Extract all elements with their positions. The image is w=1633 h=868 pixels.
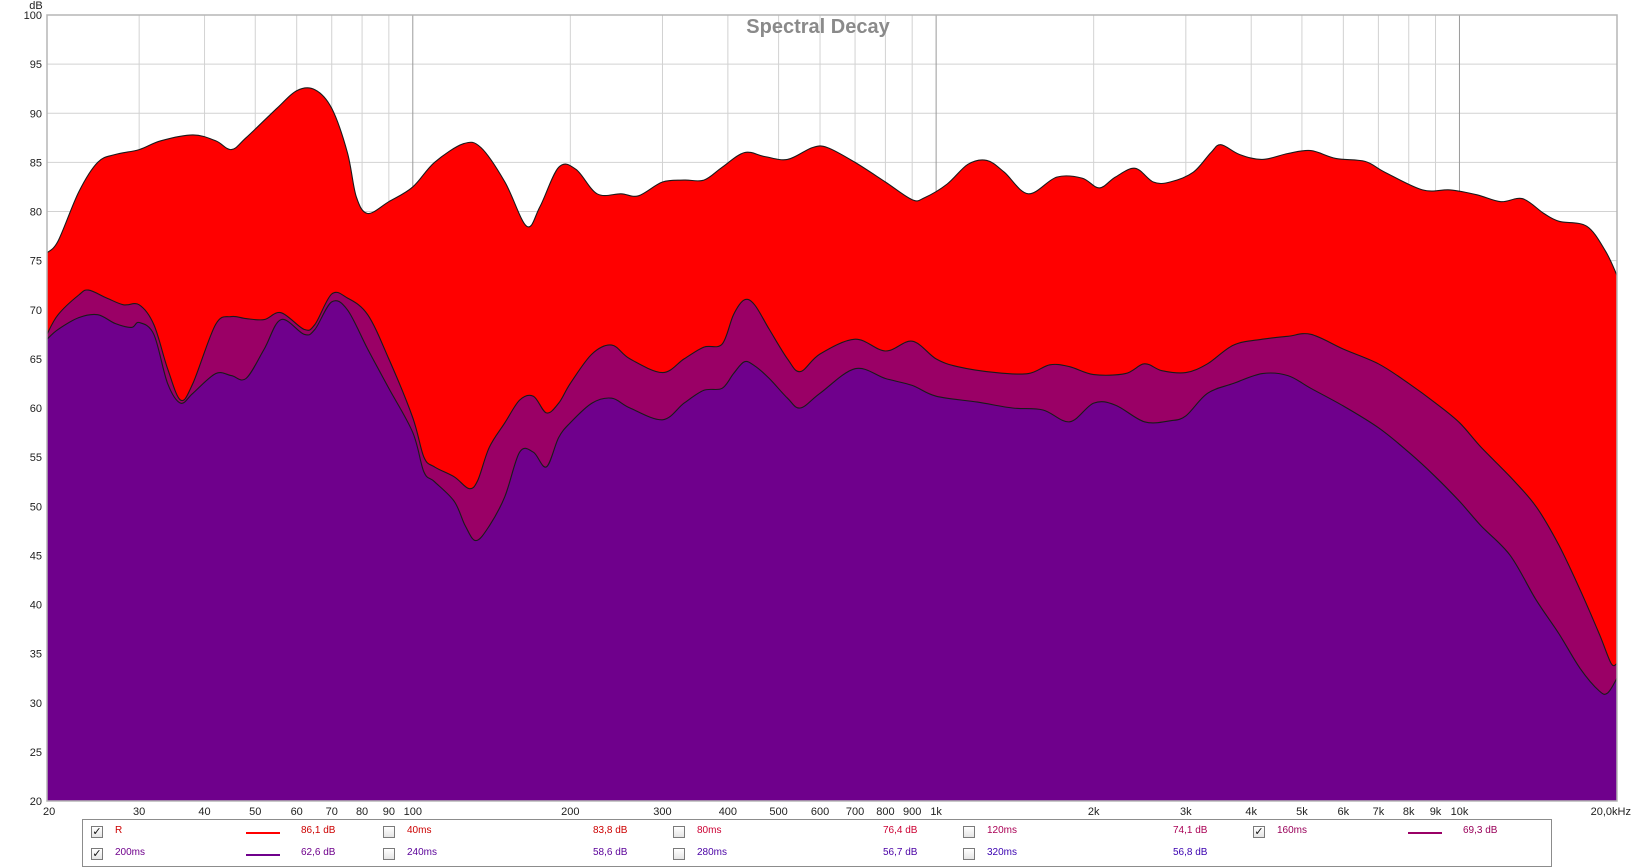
y-tick-label: 85: [30, 157, 42, 169]
legend-item-240ms: 240ms 58,6 dB: [383, 846, 663, 864]
x-tick-label: 9k: [1430, 806, 1442, 818]
x-tick-label: 600: [811, 806, 829, 818]
series-areas: [46, 87, 1618, 801]
y-tick-label: 45: [30, 550, 42, 562]
legend-checkbox[interactable]: ✓: [91, 847, 103, 860]
x-tick-label: 30: [133, 806, 145, 818]
x-tick-label: 60: [291, 806, 303, 818]
x-tick-label: 7k: [1373, 806, 1385, 818]
x-tick-label: 900: [903, 806, 921, 818]
legend-value: 69,3 dB: [1463, 825, 1498, 836]
legend-checkbox[interactable]: [383, 848, 395, 860]
legend-series-name: 280ms: [697, 847, 728, 858]
legend-value: 76,4 dB: [883, 825, 918, 836]
y-tick-label: 25: [30, 747, 42, 759]
legend-checkbox[interactable]: [963, 826, 975, 838]
legend-series-name: 80ms: [697, 825, 722, 836]
spectral-decay-chart: 20 25 30 35 40 45 50 55 60 65 70 75 80 85 90 95 100 20 30 4…: [24, 0, 1631, 818]
legend-value: 62,6 dB: [301, 847, 336, 858]
x-tick-label: 800: [876, 806, 894, 818]
x-tick-label: 70: [326, 806, 338, 818]
x-tick-label: 5k: [1296, 806, 1308, 818]
y-tick-label: 65: [30, 354, 42, 366]
y-tick-label: 60: [30, 403, 42, 415]
legend-series-name: 120ms: [987, 825, 1018, 836]
legend-value: 56,8 dB: [1173, 847, 1208, 858]
legend-item-r: ✓ R 86,1 dB: [91, 824, 371, 842]
legend-item-40ms: 40ms 83,8 dB: [383, 824, 663, 842]
x-tick-label: 20: [43, 806, 55, 818]
x-tick-label: 500: [769, 806, 787, 818]
legend-value: 86,1 dB: [301, 825, 336, 836]
x-tick-label: 100: [404, 806, 422, 818]
legend-line-swatch: [246, 832, 280, 834]
legend-checkbox[interactable]: ✓: [91, 825, 103, 838]
x-tick-label: 300: [653, 806, 671, 818]
legend-line-swatch: [246, 854, 280, 856]
legend-checkbox[interactable]: [673, 848, 685, 860]
legend-item-120ms: 120ms 74,1 dB: [963, 824, 1243, 842]
x-tick-label: 90: [383, 806, 395, 818]
plot-frame: [46, 14, 1618, 802]
legend-value: 74,1 dB: [1173, 825, 1208, 836]
x-tick-label: 10k: [1451, 806, 1469, 818]
series-area-200ms: [47, 300, 1617, 801]
legend-value: 83,8 dB: [593, 825, 628, 836]
legend-series-name: 160ms: [1277, 825, 1308, 836]
series-outline-r: [46, 87, 1618, 276]
y-tick-label: 30: [30, 698, 42, 710]
series-outline-160ms: [46, 289, 1618, 667]
legend-checkbox[interactable]: [963, 848, 975, 860]
x-tick-label: 200: [561, 806, 579, 818]
x-tick-label: 400: [719, 806, 737, 818]
legend-value: 56,7 dB: [883, 847, 918, 858]
x-tick-label: 6k: [1338, 806, 1350, 818]
y-tick-label: 90: [30, 108, 42, 120]
legend-item-80ms: 80ms 76,4 dB: [673, 824, 953, 842]
y-tick-label: 100: [24, 10, 42, 22]
y-tick-label: 40: [30, 600, 42, 612]
legend-item-160ms: ✓ 160ms 69,3 dB: [1253, 824, 1533, 842]
legend-series-name: 40ms: [407, 825, 432, 836]
legend-series-name: R: [115, 825, 123, 836]
x-tick-label: 1k: [930, 806, 942, 818]
x-tick-label: 2k: [1088, 806, 1100, 818]
legend-line-swatch: [1408, 832, 1442, 834]
legend-item-280ms: 280ms 56,7 dB: [673, 846, 953, 864]
x-tick-label: 8k: [1403, 806, 1415, 818]
x-tick-label: 20,0kHz: [1591, 806, 1631, 818]
y-tick-label: 70: [30, 305, 42, 317]
y-tick-label: 55: [30, 452, 42, 464]
legend-checkbox[interactable]: [383, 826, 395, 838]
x-tick-label: 50: [249, 806, 261, 818]
chart-title: Spectral Decay: [746, 16, 890, 38]
legend-checkbox[interactable]: ✓: [1253, 825, 1265, 838]
x-tick-label: 4k: [1245, 806, 1257, 818]
axes: 20 25 30 35 40 45 50 55 60 65 70 75 80 85 90 95 100 20 30 4…: [24, 10, 1631, 818]
y-tick-label: 75: [30, 256, 42, 268]
legend-item-320ms: 320ms 56,8 dB: [963, 846, 1243, 864]
y-tick-label: 20: [30, 796, 42, 808]
legend-value: 58,6 dB: [593, 847, 628, 858]
x-tick-label: 700: [846, 806, 864, 818]
legend-panel: ✓ R 86,1 dB 40ms 83,8 dB 80ms 76,4 dB 120ms 74,1…: [82, 819, 1552, 867]
y-axis-unit-label: dB: [29, 0, 42, 12]
legend-checkbox[interactable]: [673, 826, 685, 838]
x-tick-label: 80: [356, 806, 368, 818]
legend-series-name: 240ms: [407, 847, 438, 858]
x-tick-label: 40: [198, 806, 210, 818]
series-outline-200ms: [46, 300, 1618, 695]
y-tick-label: 95: [30, 59, 42, 71]
y-tick-label: 80: [30, 207, 42, 219]
legend-series-name: 200ms: [115, 847, 146, 858]
legend-item-200ms: ✓ 200ms 62,6 dB: [91, 846, 371, 864]
legend-series-name: 320ms: [987, 847, 1018, 858]
y-tick-label: 35: [30, 649, 42, 661]
x-tick-label: 3k: [1180, 806, 1192, 818]
y-tick-label: 50: [30, 501, 42, 513]
